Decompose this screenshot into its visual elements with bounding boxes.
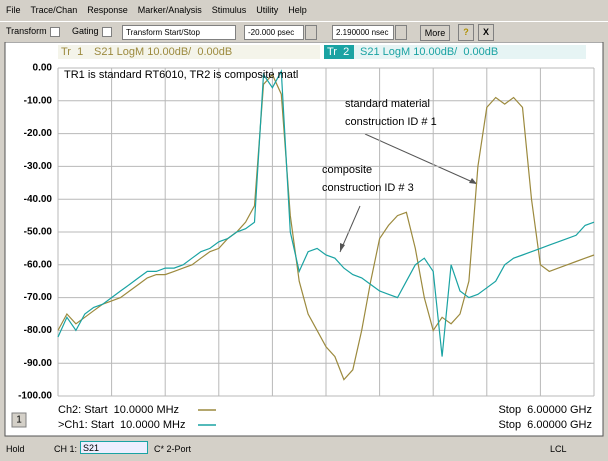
trace bbox=[57, 73, 595, 381]
status-mode: Hold bbox=[6, 444, 25, 454]
arrow bbox=[364, 133, 478, 185]
annotation: standard material bbox=[345, 98, 430, 110]
y-tick-label: -80.00 bbox=[24, 325, 53, 336]
start-field[interactable]: -20.000 psec bbox=[244, 25, 304, 40]
channel-number-box bbox=[11, 412, 27, 428]
arrowhead bbox=[340, 243, 345, 252]
trace-header-bg bbox=[324, 45, 586, 59]
menu-item[interactable]: Trace/Chan bbox=[30, 5, 78, 15]
y-tick-label: -70.00 bbox=[24, 292, 53, 303]
plot-frame bbox=[4, 42, 604, 437]
trace-name: Tr 2 bbox=[327, 46, 349, 58]
spinner[interactable] bbox=[395, 25, 407, 40]
y-tick-label: 0.00 bbox=[33, 63, 53, 74]
status-cal: C* 2-Port bbox=[154, 444, 192, 454]
channel-number: 1 bbox=[16, 415, 22, 426]
status-param[interactable]: S21 bbox=[80, 441, 148, 454]
text: Transform bbox=[6, 26, 47, 36]
channel-start: Ch2: Start 10.0000 MHz bbox=[58, 404, 179, 416]
y-tick-label: -50.00 bbox=[24, 227, 53, 238]
y-tick-label: -90.00 bbox=[24, 358, 53, 369]
transform-label: Transform bbox=[6, 26, 60, 37]
gating-label: Gating bbox=[72, 26, 112, 37]
stop-field[interactable]: 2.190000 nsec bbox=[332, 25, 394, 40]
y-tick-label: -30.00 bbox=[24, 161, 53, 172]
annotation: construction ID # 1 bbox=[345, 116, 437, 128]
spinner[interactable] bbox=[305, 25, 317, 40]
trace bbox=[57, 69, 595, 357]
toolbar: Transform Gating Transform Start/Stop -2… bbox=[0, 21, 608, 42]
status-channel: CH 1: bbox=[54, 444, 78, 454]
menu-item[interactable]: Stimulus bbox=[211, 5, 247, 15]
menu-item[interactable]: Marker/Analysis bbox=[137, 5, 202, 15]
menu-item[interactable]: Response bbox=[87, 5, 128, 15]
trace-header-bg bbox=[58, 45, 320, 59]
y-tick-label: -40.00 bbox=[24, 194, 53, 205]
trace-label: S21 LogM 10.00dB/ 0.00dB bbox=[94, 46, 232, 58]
channel-stop: Stop 6.00000 GHz bbox=[498, 404, 592, 416]
plot: 0.00 -10.00 -20.00 -30.00 -40.00 -50.00 -60.00… bbox=[4, 42, 604, 437]
text: 2.190000 nsec bbox=[336, 28, 389, 37]
annotation: TR1 is standard RT6010, TR2 is composite… bbox=[64, 69, 298, 81]
y-tick-label: -20.00 bbox=[24, 128, 53, 139]
close-button[interactable]: X bbox=[478, 24, 494, 41]
checkbox[interactable] bbox=[101, 26, 112, 37]
trace-label: S21 LogM 10.00dB/ 0.00dB bbox=[360, 46, 498, 58]
more-button[interactable]: More bbox=[420, 25, 450, 41]
y-tick-label: -100.00 bbox=[18, 391, 52, 402]
y-tick-label: -10.00 bbox=[24, 95, 53, 106]
channel-start: >Ch1: Start 10.0000 MHz bbox=[58, 419, 185, 431]
mode-dropdown[interactable]: Transform Start/Stop bbox=[122, 25, 236, 40]
menu-item[interactable]: Help bbox=[288, 5, 307, 15]
trace-name: Tr 1 bbox=[61, 46, 83, 58]
menu-item[interactable]: Utility bbox=[256, 5, 279, 15]
menu-item[interactable]: File bbox=[6, 5, 21, 15]
active-trace-box bbox=[324, 45, 354, 59]
annotation: construction ID # 3 bbox=[322, 182, 414, 194]
arrowhead bbox=[469, 178, 477, 184]
text: -20.000 psec bbox=[248, 28, 295, 37]
annotation: composite bbox=[322, 164, 372, 176]
text: Gating bbox=[72, 26, 99, 36]
y-tick-label: -60.00 bbox=[24, 259, 53, 270]
status-bar: Hold CH 1: S21 C* 2-Port LCL bbox=[0, 439, 608, 461]
help-button[interactable]: ? bbox=[458, 24, 474, 41]
channel-stop: Stop 6.00000 GHz bbox=[498, 419, 592, 431]
arrow bbox=[339, 205, 361, 253]
text: Transform Start/Stop bbox=[126, 28, 200, 37]
checkbox[interactable] bbox=[49, 26, 60, 37]
menu-bar: File Trace/Chan Response Marker/Analysis Sti… bbox=[0, 0, 608, 20]
status-remote: LCL bbox=[550, 444, 567, 454]
